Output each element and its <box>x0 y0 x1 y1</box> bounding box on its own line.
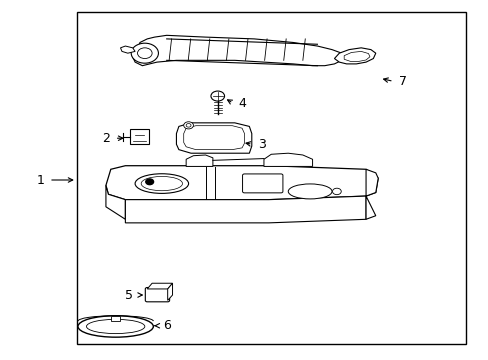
Polygon shape <box>176 123 251 153</box>
Text: 7: 7 <box>398 75 406 88</box>
Ellipse shape <box>86 319 144 334</box>
Polygon shape <box>183 126 244 150</box>
Bar <box>77 12 465 344</box>
Polygon shape <box>120 46 135 53</box>
Text: 6: 6 <box>163 319 170 332</box>
Ellipse shape <box>287 184 331 199</box>
Text: 4: 4 <box>238 97 245 110</box>
Circle shape <box>183 122 193 129</box>
FancyBboxPatch shape <box>145 288 169 302</box>
Polygon shape <box>147 283 172 289</box>
Polygon shape <box>132 35 344 66</box>
Polygon shape <box>344 51 369 62</box>
Polygon shape <box>366 169 377 219</box>
Polygon shape <box>334 48 375 64</box>
Polygon shape <box>264 153 312 166</box>
Polygon shape <box>125 196 366 223</box>
Circle shape <box>210 91 224 101</box>
Text: 3: 3 <box>257 138 265 151</box>
Ellipse shape <box>135 174 188 193</box>
Circle shape <box>131 43 158 63</box>
Ellipse shape <box>141 176 182 191</box>
Polygon shape <box>106 185 125 219</box>
FancyBboxPatch shape <box>130 129 148 144</box>
Circle shape <box>186 123 191 127</box>
Circle shape <box>145 179 153 185</box>
Polygon shape <box>106 166 377 200</box>
Text: 2: 2 <box>102 132 110 145</box>
FancyBboxPatch shape <box>242 174 283 193</box>
Circle shape <box>332 188 341 195</box>
Text: 5: 5 <box>125 288 133 302</box>
Bar <box>111 316 119 321</box>
Polygon shape <box>167 283 172 300</box>
Circle shape <box>137 48 152 59</box>
Text: 1: 1 <box>36 174 44 186</box>
Ellipse shape <box>78 316 153 337</box>
Polygon shape <box>186 155 212 166</box>
